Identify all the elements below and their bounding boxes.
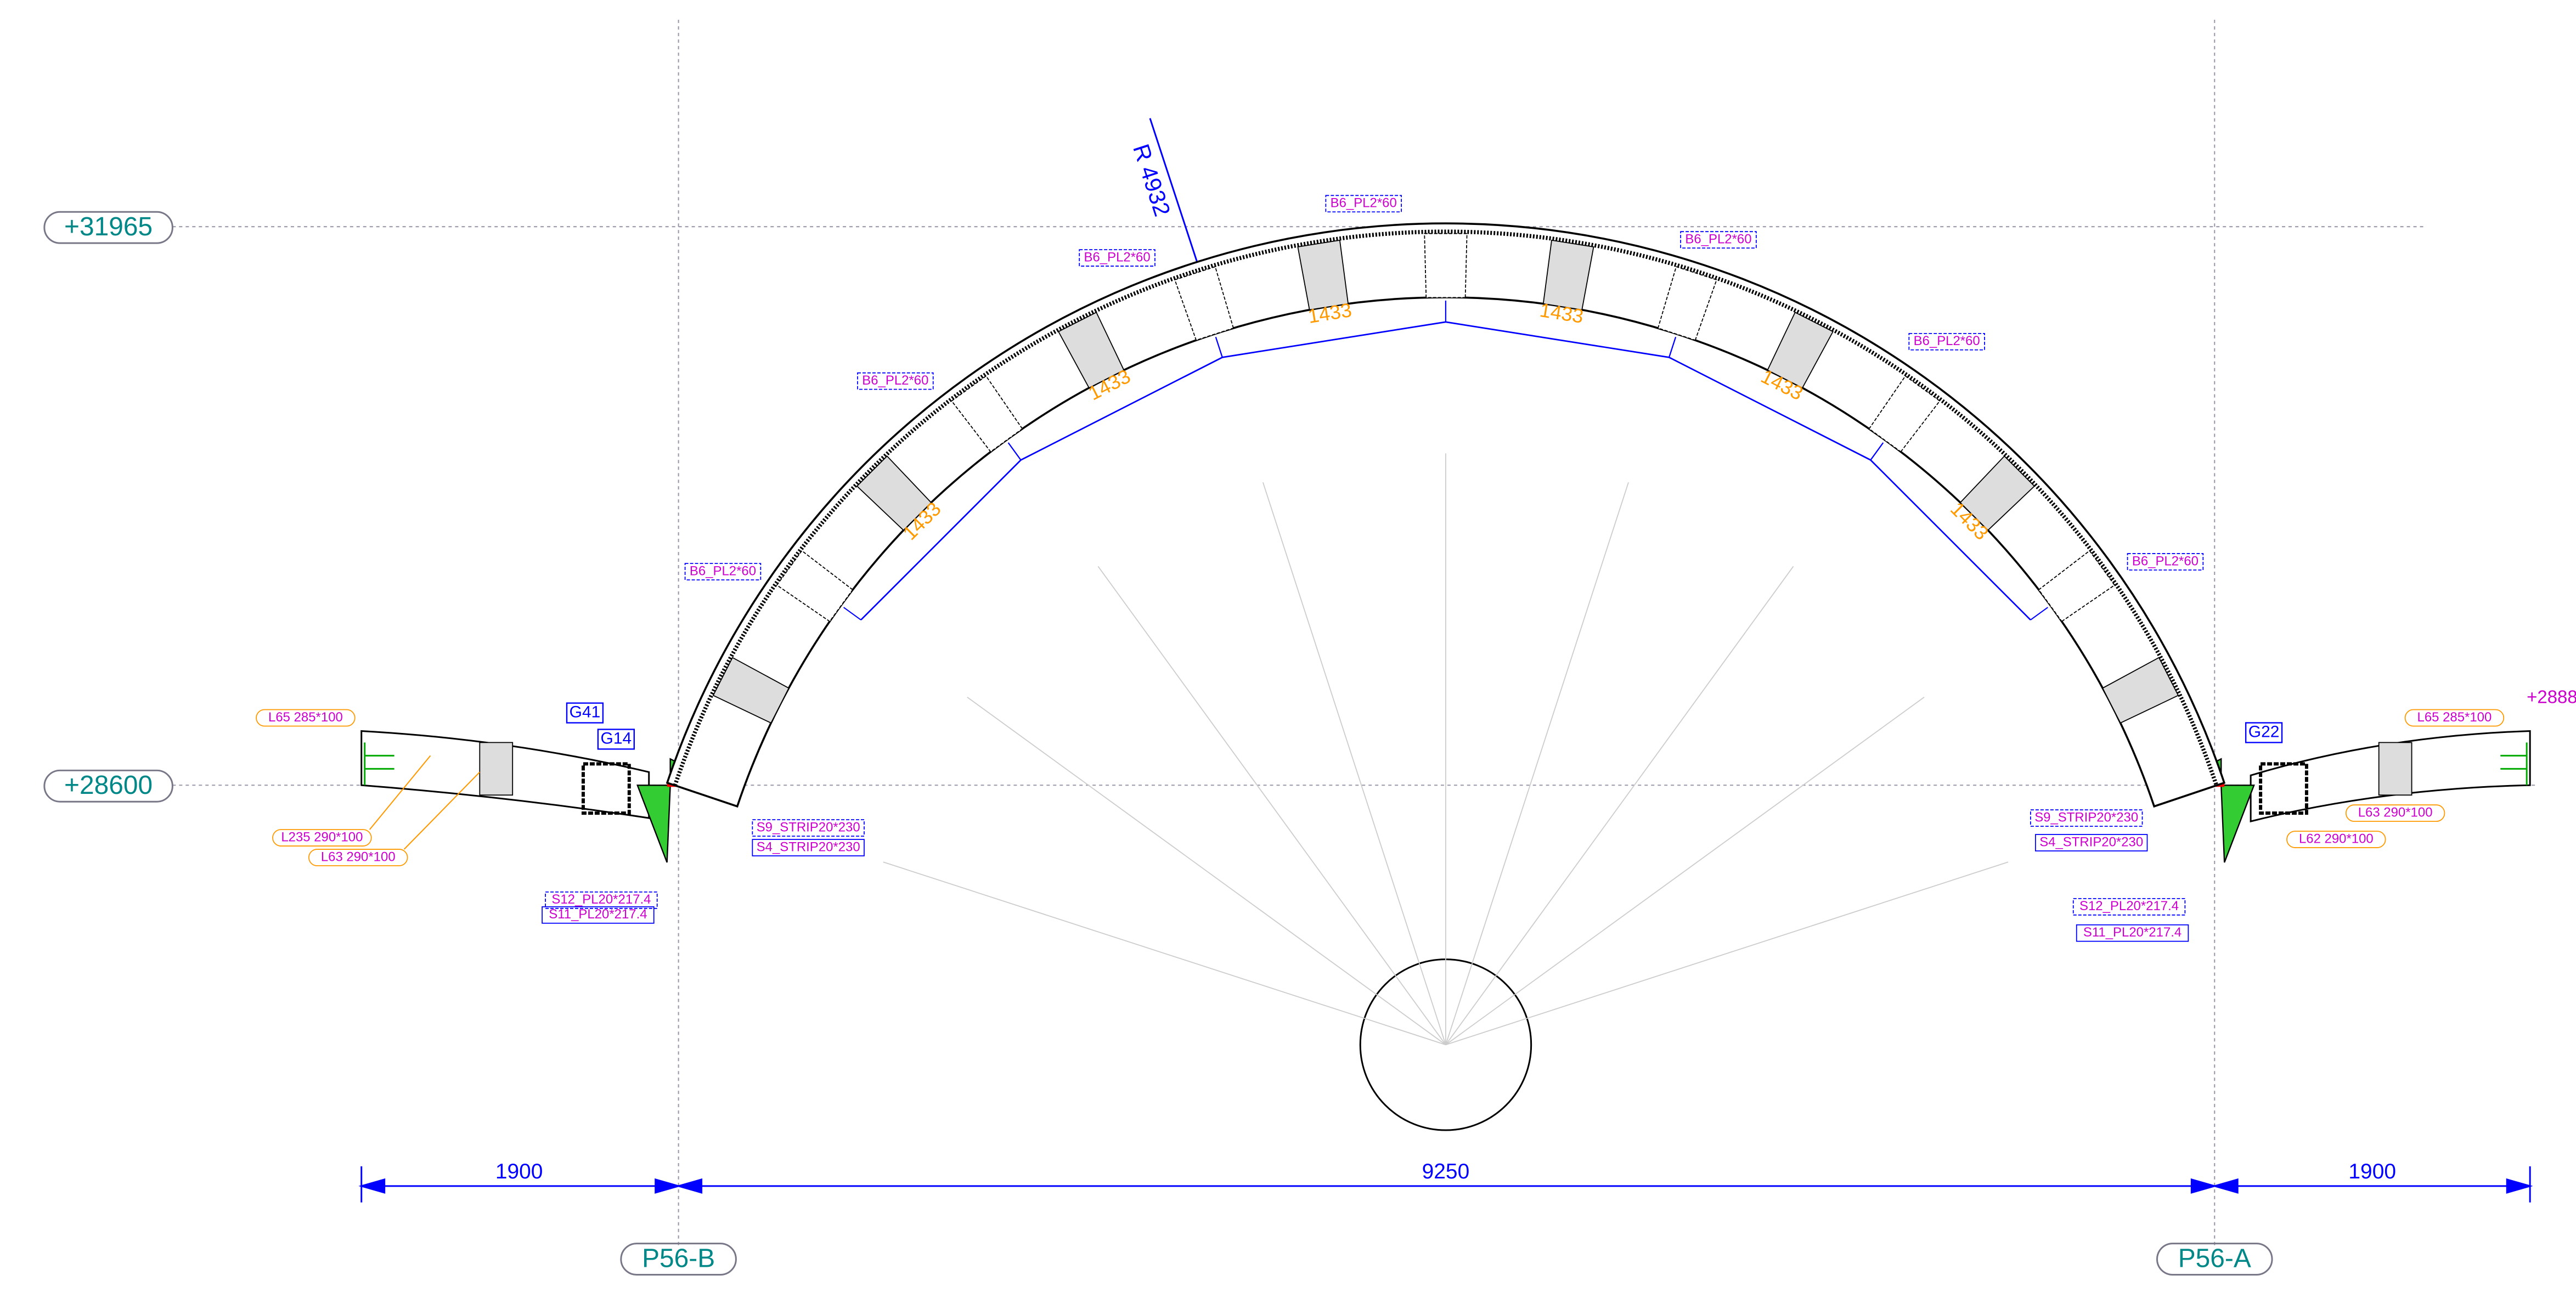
tag: G41: [570, 703, 601, 721]
beam-label: B6_PL2*60: [1914, 334, 1980, 348]
plate-label: S11_PL20*217.4: [549, 907, 647, 922]
level-label: +28600: [64, 771, 153, 800]
stiffener: [2379, 742, 2412, 795]
drawing: 143314331433143314331433+31965+28600+288…: [0, 0, 2576, 1292]
plate-label: S4_STRIP20*230: [2039, 834, 2143, 849]
beam-label: B6_PL2*60: [690, 563, 756, 578]
dimension: 9250: [1422, 1160, 1470, 1183]
beam-label: B6_PL2*60: [1331, 196, 1397, 211]
plate-label: S9_STRIP20*230: [2034, 810, 2138, 825]
member-label: L63 290*100: [2358, 805, 2433, 820]
member-label: L65 285*100: [2417, 710, 2492, 725]
axis-label: P56-B: [642, 1244, 715, 1273]
background: [0, 0, 2576, 1292]
plate-label: S12_PL20*217.4: [2079, 899, 2179, 913]
member-label: L63 290*100: [321, 849, 396, 864]
plate-label: S4_STRIP20*230: [757, 839, 860, 854]
stiffener: [480, 742, 512, 795]
splice: [1424, 234, 1467, 298]
member-label: L62 290*100: [2299, 831, 2374, 846]
beam-label: B6_PL2*60: [2132, 554, 2199, 568]
tag: G22: [2248, 723, 2280, 741]
plate-label: S11_PL20*217.4: [2083, 925, 2182, 940]
dimension: 1900: [2348, 1160, 2396, 1183]
plate-label: S9_STRIP20*230: [757, 820, 860, 834]
beam-label: B6_PL2*60: [1685, 232, 1751, 246]
member-label: L65 285*100: [268, 710, 343, 725]
tag: G14: [601, 729, 632, 747]
axis-label: P56-A: [2178, 1244, 2251, 1273]
beam-label: B6_PL2*60: [862, 373, 928, 388]
beam-label: B6_PL2*60: [1084, 250, 1151, 264]
level-label: +2888: [2527, 686, 2576, 707]
member-label: L235 290*100: [281, 830, 363, 844]
level-label: +31965: [64, 212, 153, 241]
dimension: 1900: [495, 1160, 543, 1183]
plate-label: S12_PL20*217.4: [551, 892, 651, 907]
